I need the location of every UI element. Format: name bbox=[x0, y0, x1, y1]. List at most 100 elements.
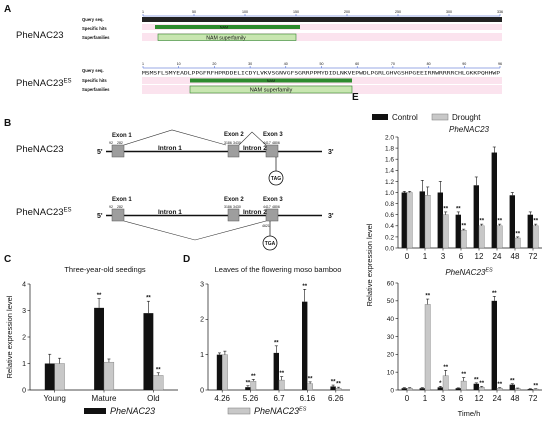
panel-b-gene-2: PheNAC23ES 5' 3' Exon 1 Exon 2 Exon 3 In… bbox=[16, 197, 334, 251]
panel-b-gene-1: PheNAC23 5' 3' Exon 1 Exon 2 Exon 3 Intr… bbox=[16, 129, 334, 186]
panel-b-gene-2-exon-2 bbox=[227, 208, 240, 222]
panel-e-top-x-tick-label: 72 bbox=[529, 252, 538, 261]
panel-c-ylabel: Relative expression level bbox=[5, 295, 14, 378]
panel-e-top-significance: ** bbox=[533, 219, 538, 225]
panel-b-gene-2-exon-1 bbox=[111, 208, 125, 222]
panel-a-gene-1-specific-label: NAM bbox=[220, 26, 228, 30]
panel-e-ylabel: Relative expression level bbox=[365, 223, 374, 306]
panel-a-gene-2-ruler-label: 1 bbox=[142, 62, 144, 66]
panel-e-top-y-tick-label: 2.0 bbox=[385, 134, 394, 141]
panel-c-y-tick-label: 3 bbox=[22, 308, 26, 315]
legend-gene-swatch-1 bbox=[84, 408, 106, 414]
panel-d-title: Leaves of the flowering moso bamboo bbox=[215, 265, 342, 274]
panel-b-gene-2-stop-circle bbox=[262, 235, 278, 251]
panel-e-bottom-y-tick-label: 50 bbox=[387, 298, 395, 305]
panel-e-bottom-significance: ** bbox=[510, 378, 515, 384]
panel-b-gene-1-stop-codon: TAG bbox=[271, 176, 281, 182]
panel-a-gene-2-ruler-label: 90 bbox=[462, 62, 466, 66]
panel-d-x-tick-label: 5.26 bbox=[243, 394, 259, 403]
panel-c-chart: 0 1 2 3 4 Young Mature ** Old ** ** bbox=[22, 281, 178, 403]
panel-b-gene-2-coord-2: 282 bbox=[117, 205, 123, 209]
panel-b-gene-2-exon-3-label: Exon 3 bbox=[263, 197, 283, 203]
panel-e-top-bar bbox=[455, 214, 461, 248]
panel-b-gene-1-stop-circle bbox=[268, 170, 284, 186]
panel-e-top-bar bbox=[496, 225, 503, 249]
panel-e-bottom-significance: ** bbox=[492, 291, 497, 297]
panel-e-top-bar bbox=[437, 192, 443, 248]
panel-e-top-bar bbox=[460, 230, 467, 249]
panel-c-significance: ** bbox=[156, 367, 161, 373]
panel-e-bottom-bar bbox=[514, 388, 521, 391]
panel-e-bottom-y-tick-label: 20 bbox=[387, 352, 395, 359]
panel-c-bar bbox=[103, 361, 115, 391]
legend-control-swatch bbox=[372, 114, 388, 120]
panel-b-gene-1-intron-1-label: Intron 1 bbox=[158, 145, 182, 152]
panel-a-gene-1-ruler-label: 150 bbox=[293, 10, 299, 14]
panel-a-gene-1-row-specific: Specific hits bbox=[82, 26, 107, 31]
panel-b-gene-2-exon-2-label: Exon 2 bbox=[224, 197, 244, 203]
panel-d-bar bbox=[245, 387, 251, 390]
panel-a-gene-1-name: PheNAC23 bbox=[16, 30, 64, 41]
panel-e-top-x-tick-label: 12 bbox=[475, 252, 484, 261]
panel-e-top-title: PheNAC23 bbox=[449, 125, 490, 134]
panel-e-top-bar bbox=[527, 214, 533, 248]
panel-a-gene-2-ruler: 1 10 20 30 40 50 60 70 80 90 96 bbox=[142, 62, 502, 69]
panel-b-gene-1-coord-3: 3186 bbox=[224, 141, 232, 145]
panel-e-bottom-bar bbox=[419, 388, 425, 390]
panel-d-significance: ** bbox=[279, 371, 284, 377]
panel-c-bar bbox=[143, 313, 154, 390]
panel-e-bottom-y-tick-label: 0 bbox=[390, 387, 394, 394]
panel-e-bottom-bar bbox=[527, 389, 533, 390]
panel-b-gene-1-coord-4: 3430 bbox=[233, 141, 241, 145]
legend-gene: PheNAC23 PheNAC23ES bbox=[84, 406, 307, 416]
panel-a-gene-2-name: PheNAC23ES bbox=[16, 78, 72, 89]
panel-a-gene-2-specific-label: NAM bbox=[267, 79, 275, 83]
panel-e-top-x-tick-label: 0 bbox=[405, 252, 410, 261]
panel-d-bar bbox=[221, 354, 228, 391]
panel-c-bar bbox=[94, 307, 104, 390]
panel-e-bottom-x-tick-label: 0 bbox=[405, 394, 410, 403]
panel-c-y-tick-label: 0 bbox=[22, 387, 26, 394]
panel-d-y-tick-label: 2 bbox=[200, 317, 204, 324]
panel-e-bottom-x-tick-label: 3 bbox=[441, 394, 446, 403]
panel-d-bar bbox=[278, 379, 285, 391]
panel-a-gene-2-ruler-label: 20 bbox=[212, 62, 216, 66]
panel-d-x-tick-label: 6.7 bbox=[273, 394, 285, 403]
panel-e-top-chart: 0.0 0.2 0.4 0.6 0.8 1.0 1.2 1.4 1.6 1.8 2.0 0 1 3 ** 6 *… bbox=[385, 134, 542, 261]
panel-e-top-y-tick-label: 1.2 bbox=[385, 179, 394, 186]
panel-c-bar bbox=[54, 363, 65, 391]
panel-d-significance: ** bbox=[336, 382, 341, 388]
panel-e-top-bar bbox=[419, 191, 425, 248]
panel-c-bar bbox=[44, 363, 55, 390]
panel-e-bottom-significance: * bbox=[439, 381, 442, 387]
panel-d-significance: ** bbox=[308, 376, 313, 382]
panel-e-top-significance: ** bbox=[497, 219, 502, 225]
panel-b-gene-2-intron-1-label: Intron 1 bbox=[158, 209, 182, 216]
panel-e-bottom-bar bbox=[478, 387, 485, 391]
panel-d-letter: D bbox=[183, 254, 190, 265]
panel-e-bottom-bar bbox=[460, 380, 467, 391]
panel-b-gene-1-exon-1-label: Exon 1 bbox=[112, 133, 132, 139]
panel-a-gene-1-ruler-label: 100 bbox=[242, 10, 248, 14]
panel-e-bottom-significance: ** bbox=[533, 383, 538, 389]
panel-e-top-y-tick-label: 0.8 bbox=[385, 201, 394, 208]
panel-e-top-bar bbox=[491, 152, 497, 248]
panel-e-top-significance: ** bbox=[479, 219, 484, 225]
panel-b-gene-1-splice-1 bbox=[123, 129, 227, 146]
panel-b-gene-2-five-prime: 5' bbox=[97, 213, 103, 220]
panel-a-gene-1-superfamily bbox=[157, 33, 297, 41]
legend-gene-label-1: PheNAC23 bbox=[110, 406, 155, 416]
panel-d-bar bbox=[330, 386, 336, 390]
panel-a-gene-1-ruler-label: 336 bbox=[497, 10, 503, 14]
panel-d-bar bbox=[302, 301, 308, 390]
panel-c-bar bbox=[153, 375, 164, 391]
panel-b-letter: B bbox=[4, 118, 11, 129]
panel-c-y-tick-label: 2 bbox=[22, 334, 26, 341]
panel-e-bottom-bar bbox=[496, 388, 503, 391]
panel-d-significance: ** bbox=[251, 374, 256, 380]
panel-d-x-tick-label: 6.16 bbox=[300, 394, 316, 403]
panel-b-gene-1-intron-2-label: Intron 2 bbox=[243, 145, 267, 152]
panel-b-gene-2-three-prime: 3' bbox=[328, 213, 334, 220]
panel-e-top-x-tick-label: 3 bbox=[441, 252, 446, 261]
